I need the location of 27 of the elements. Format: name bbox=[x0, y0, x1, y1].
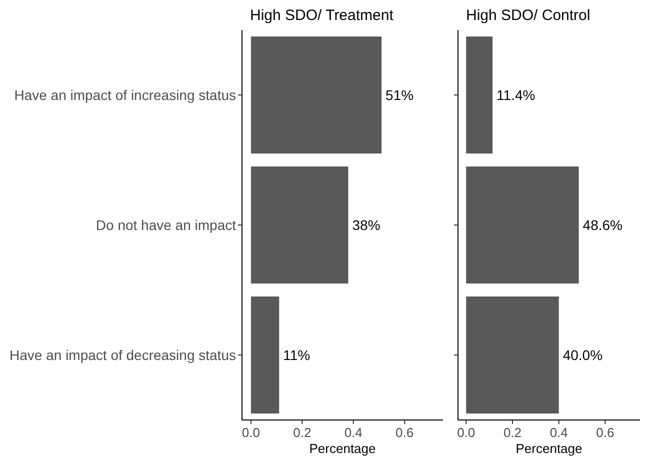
chart-title: High SDO/ Control bbox=[466, 7, 590, 24]
y-tick-label: Do not have an impact bbox=[96, 216, 236, 233]
bar bbox=[466, 166, 579, 284]
bar bbox=[250, 296, 280, 414]
bar bbox=[250, 166, 348, 284]
x-axis-title: Percentage bbox=[309, 441, 376, 456]
data-label: 51% bbox=[386, 86, 414, 103]
bar bbox=[466, 36, 493, 154]
data-label: 11% bbox=[283, 346, 310, 363]
bar bbox=[250, 36, 382, 154]
data-label: 38% bbox=[352, 216, 380, 233]
data-label: 48.6% bbox=[582, 216, 622, 233]
bar bbox=[466, 296, 559, 414]
x-tick-label: 0.4 bbox=[550, 425, 568, 440]
x-tick-label: 0.0 bbox=[242, 425, 260, 440]
chart-title: High SDO/ Treatment bbox=[250, 7, 394, 24]
x-tick-label: 0.2 bbox=[293, 425, 312, 440]
x-tick-label: 0.0 bbox=[457, 425, 476, 440]
x-tick-label: 0.2 bbox=[503, 425, 522, 440]
y-tick-label: Have an impact of decreasing status bbox=[10, 346, 236, 363]
y-tick-label: Have an impact of increasing status bbox=[14, 86, 236, 103]
data-label: 40.0% bbox=[562, 346, 603, 363]
x-axis-title: Percentage bbox=[516, 441, 582, 456]
x-tick-label: 0.4 bbox=[344, 425, 362, 440]
x-tick-label: 0.6 bbox=[396, 425, 414, 440]
data-label: 11.4% bbox=[496, 86, 536, 103]
x-tick-label: 0.6 bbox=[596, 425, 614, 440]
